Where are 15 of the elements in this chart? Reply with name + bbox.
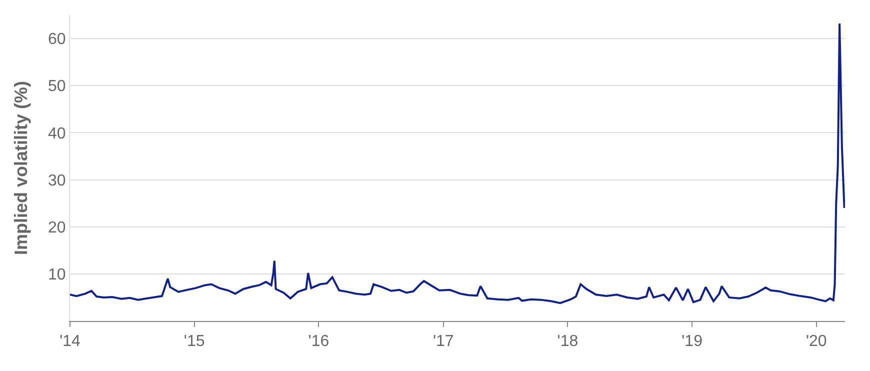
line-series — [70, 22, 845, 304]
x-tick-label: '16 — [308, 333, 330, 350]
x-tick-label: '15 — [184, 333, 205, 350]
y-tick-label: 30 — [48, 172, 66, 190]
y-tick-label: 10 — [48, 266, 66, 284]
y-axis-title: Implied volatility (%) — [11, 80, 32, 256]
x-tick-label: '20 — [806, 333, 827, 350]
x-tick-label: '17 — [432, 333, 454, 350]
x-tick-label: '19 — [682, 333, 703, 350]
y-tick-label: 50 — [48, 78, 66, 96]
x-tick-label: '18 — [557, 333, 578, 350]
x-tick-label: '14 — [60, 333, 81, 350]
y-tick-label: 60 — [48, 31, 66, 48]
y-tick-label: 40 — [48, 125, 66, 142]
y-tick-label: 20 — [48, 219, 66, 236]
